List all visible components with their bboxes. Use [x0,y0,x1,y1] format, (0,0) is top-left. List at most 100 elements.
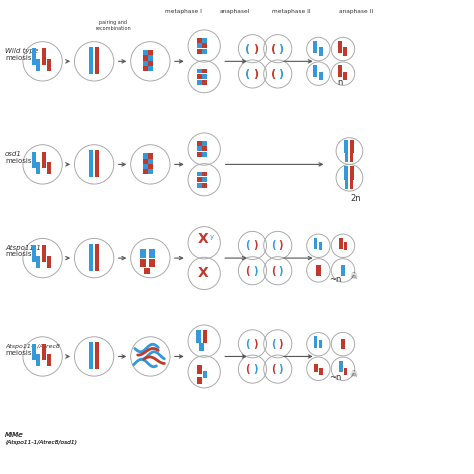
Bar [148,50,153,55]
Bar [148,55,153,61]
Bar [316,265,320,275]
Bar [203,330,208,343]
Bar [314,364,318,372]
Text: anaphase II: anaphase II [339,9,374,15]
Bar [42,245,46,262]
Text: (: ( [246,364,250,374]
Bar [341,339,345,349]
Text: ): ) [278,69,283,79]
Bar [143,169,148,174]
Text: ~n: ~n [329,275,342,284]
Bar [199,343,204,351]
Text: 2n: 2n [351,194,361,203]
Bar [143,164,148,169]
Bar [350,153,353,162]
Bar [36,355,40,366]
Bar [89,244,93,260]
Bar [319,47,323,55]
Bar [42,344,46,360]
Bar [36,59,40,71]
Bar [36,256,40,268]
Text: X: X [198,232,208,246]
Bar [338,65,342,77]
Text: metaphase I: metaphase I [164,9,201,15]
Bar [89,62,93,74]
Text: ): ) [253,339,257,349]
Bar [46,162,51,174]
Bar [197,38,202,43]
Bar [202,146,207,151]
Text: (: ( [246,240,250,250]
Text: ): ) [253,44,258,54]
Bar [143,154,148,158]
Text: MiMe: MiMe [5,432,23,438]
Bar [95,357,99,369]
Bar [202,152,207,157]
Text: meiosis: meiosis [5,251,32,257]
Bar [202,49,207,54]
Bar [202,141,207,146]
Bar [197,43,202,48]
Bar [32,152,36,168]
Bar [89,165,93,177]
Bar [319,242,322,250]
Bar [143,66,148,72]
Bar [89,342,93,358]
Text: anaphasel: anaphasel [219,9,250,15]
Bar [319,340,322,348]
Bar [149,258,155,267]
Text: ☠: ☠ [349,370,357,379]
Bar [203,371,207,378]
Bar [95,47,99,64]
Text: (Atspo11-1/Atrec8/osd1): (Atspo11-1/Atrec8/osd1) [5,440,77,445]
Bar [140,249,146,257]
Bar [344,166,348,180]
Bar [144,268,150,273]
Bar [202,177,207,182]
Text: Atspo11-1/Atrec8: Atspo11-1/Atrec8 [5,344,60,349]
Text: ☠: ☠ [349,272,357,281]
Bar [197,80,202,85]
Text: ): ) [253,240,257,250]
Bar [202,43,207,48]
Bar [314,237,318,249]
Bar [344,47,347,55]
Bar [350,180,353,189]
Bar [339,237,343,249]
Bar [140,258,146,267]
Bar [345,180,348,189]
Bar [143,55,148,61]
Text: (Atspo11-1/Atrec8/osd1): (Atspo11-1/Atrec8/osd1) [5,440,77,445]
Text: (: ( [271,240,275,250]
Text: meiosis: meiosis [5,350,32,356]
Text: (: ( [246,266,250,276]
Bar [202,183,207,188]
Text: (: ( [245,69,250,79]
Bar [341,265,345,275]
Bar [313,65,317,77]
Bar [95,342,99,358]
Text: n: n [337,78,343,87]
Bar [32,48,36,65]
Bar [197,365,202,374]
Text: (: ( [271,339,275,349]
Bar [143,50,148,55]
Bar [42,48,46,65]
Bar [345,153,348,162]
Bar [89,357,93,369]
Text: (: ( [271,44,276,54]
Text: pairing and
recombination: pairing and recombination [95,20,131,31]
Text: Atspo11-1: Atspo11-1 [5,245,41,251]
Text: metaphase II: metaphase II [272,9,310,15]
Text: (: ( [245,44,250,54]
Bar [95,244,99,260]
Bar [46,59,51,71]
Text: ~n: ~n [329,374,342,383]
Bar [148,158,153,164]
Text: osd1: osd1 [5,151,22,157]
Bar [148,154,153,158]
Bar [32,245,36,262]
Bar [89,258,93,271]
Text: ): ) [278,339,283,349]
Bar [202,80,207,85]
